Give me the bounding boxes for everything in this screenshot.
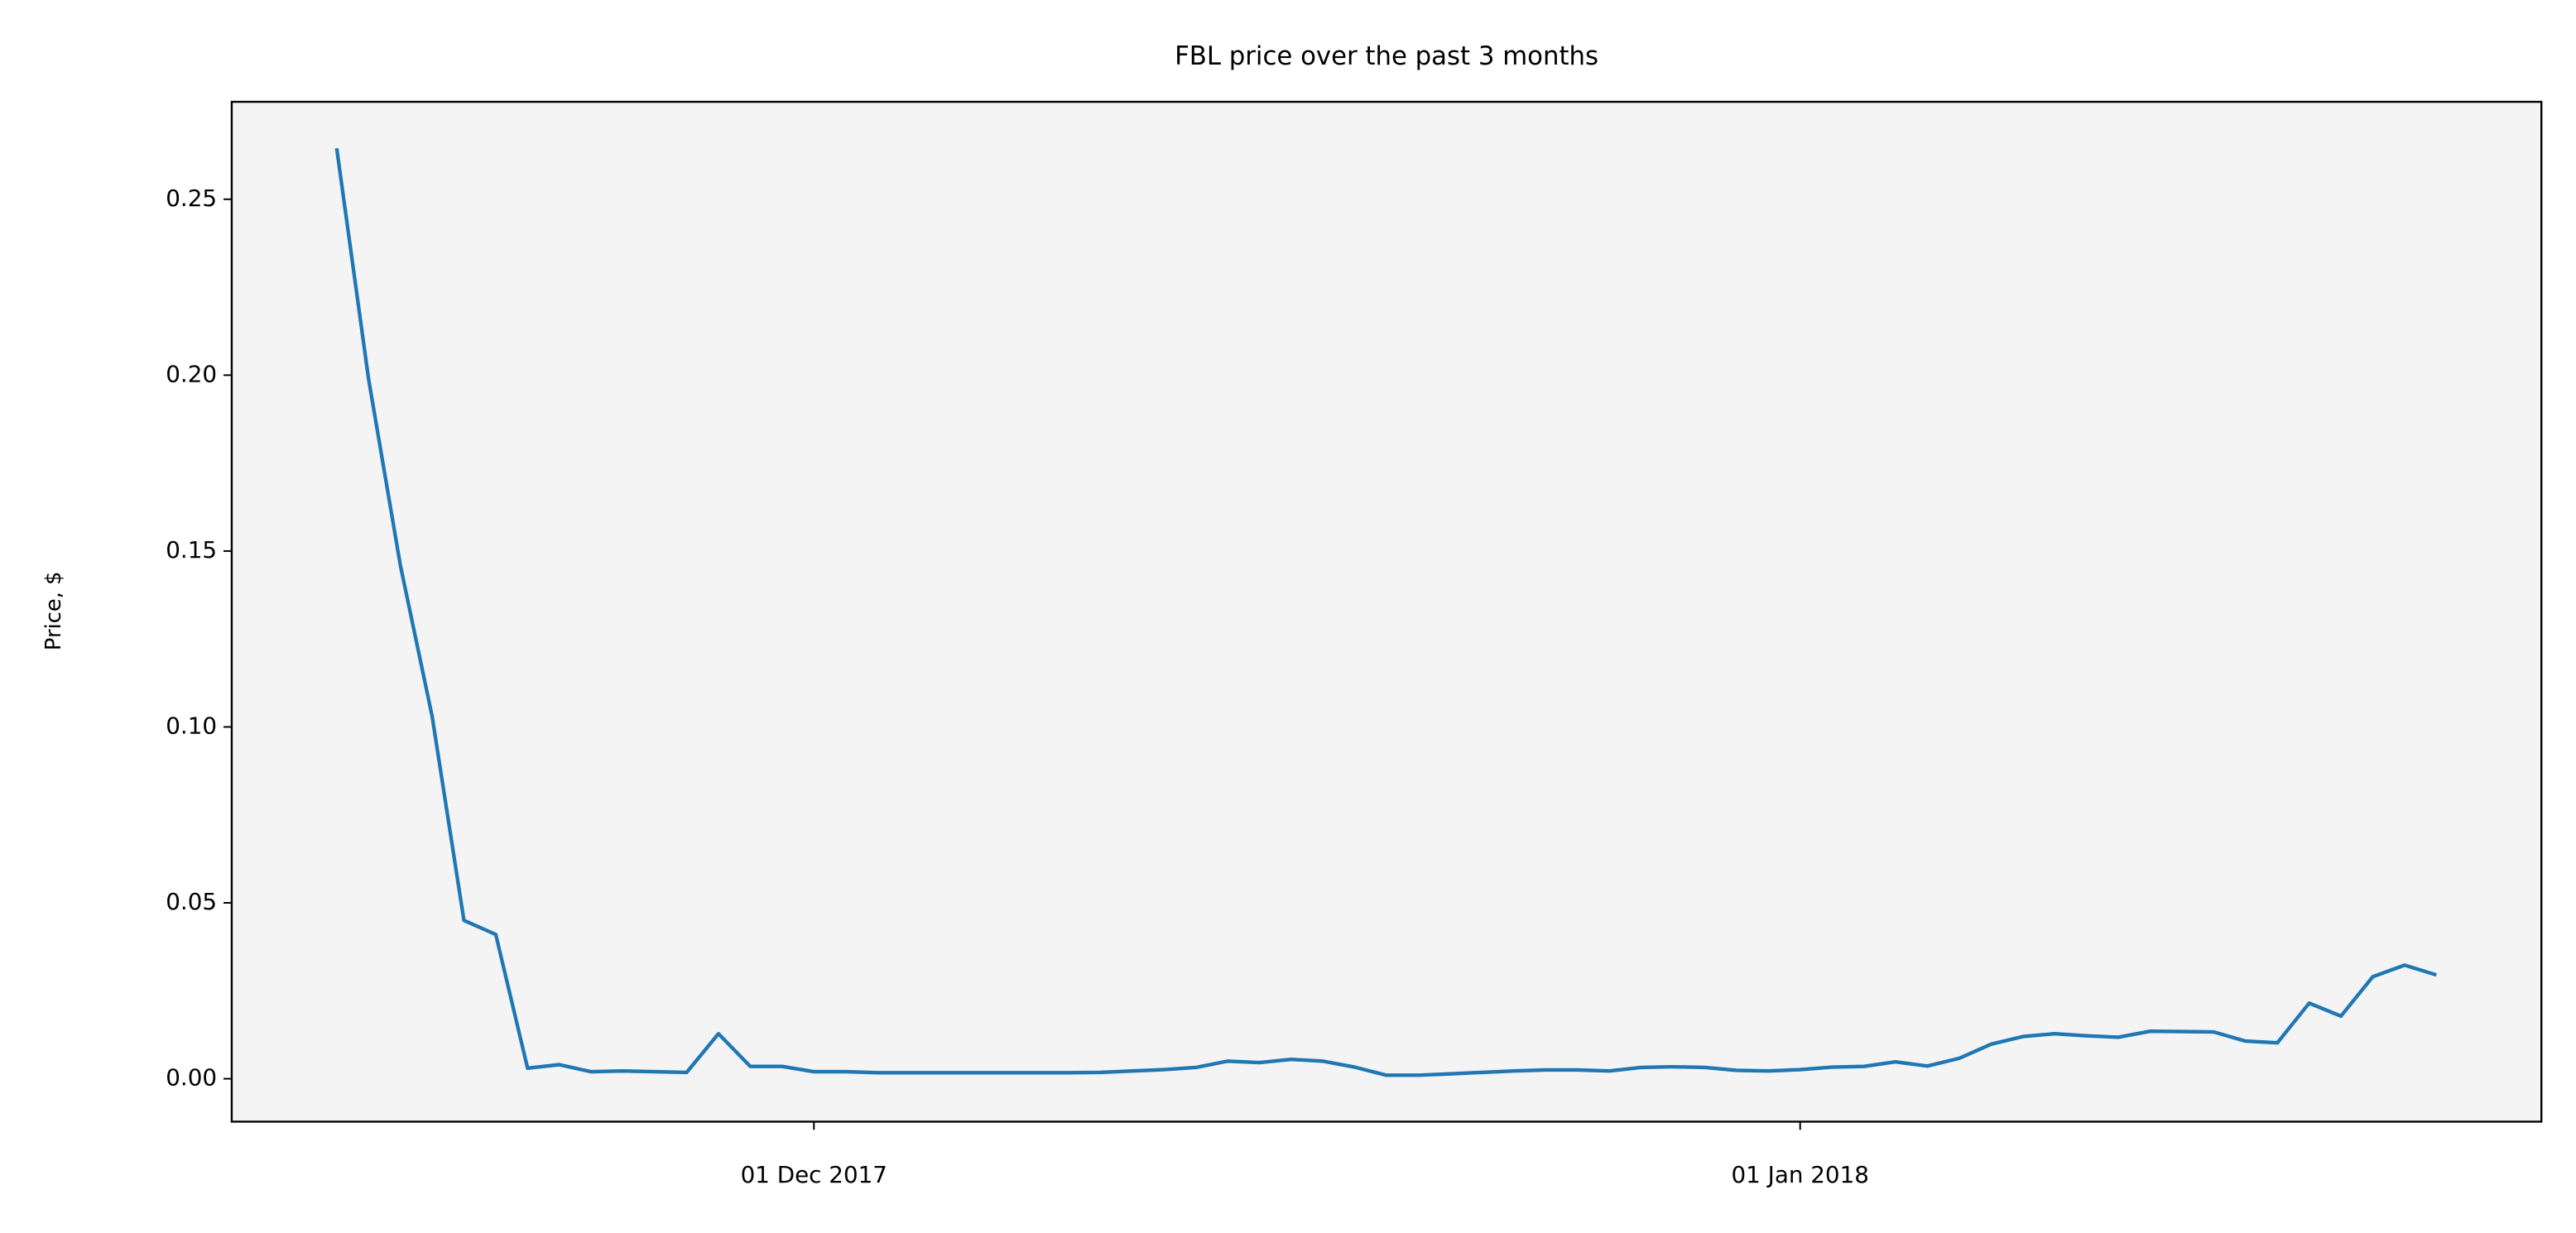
y-axis-label: Price, $ bbox=[41, 571, 66, 650]
plot-frame bbox=[230, 100, 2543, 1123]
y-tick-label: 0.20 bbox=[166, 360, 217, 387]
y-tick-label: 0.15 bbox=[166, 536, 217, 564]
y-tick-label: 0.05 bbox=[166, 888, 217, 915]
plot-area bbox=[231, 102, 2542, 1122]
chart-title: FBL price over the past 3 months bbox=[1175, 41, 1598, 71]
y-tick-label: 0.10 bbox=[166, 712, 217, 739]
y-tick-label: 0.25 bbox=[166, 185, 217, 212]
y-tick-label: 0.00 bbox=[166, 1064, 217, 1091]
price-line bbox=[334, 147, 2438, 1077]
x-tick-label: 01 Jan 2018 bbox=[1731, 1161, 1868, 1188]
x-tick-label: 01 Dec 2017 bbox=[741, 1161, 887, 1188]
